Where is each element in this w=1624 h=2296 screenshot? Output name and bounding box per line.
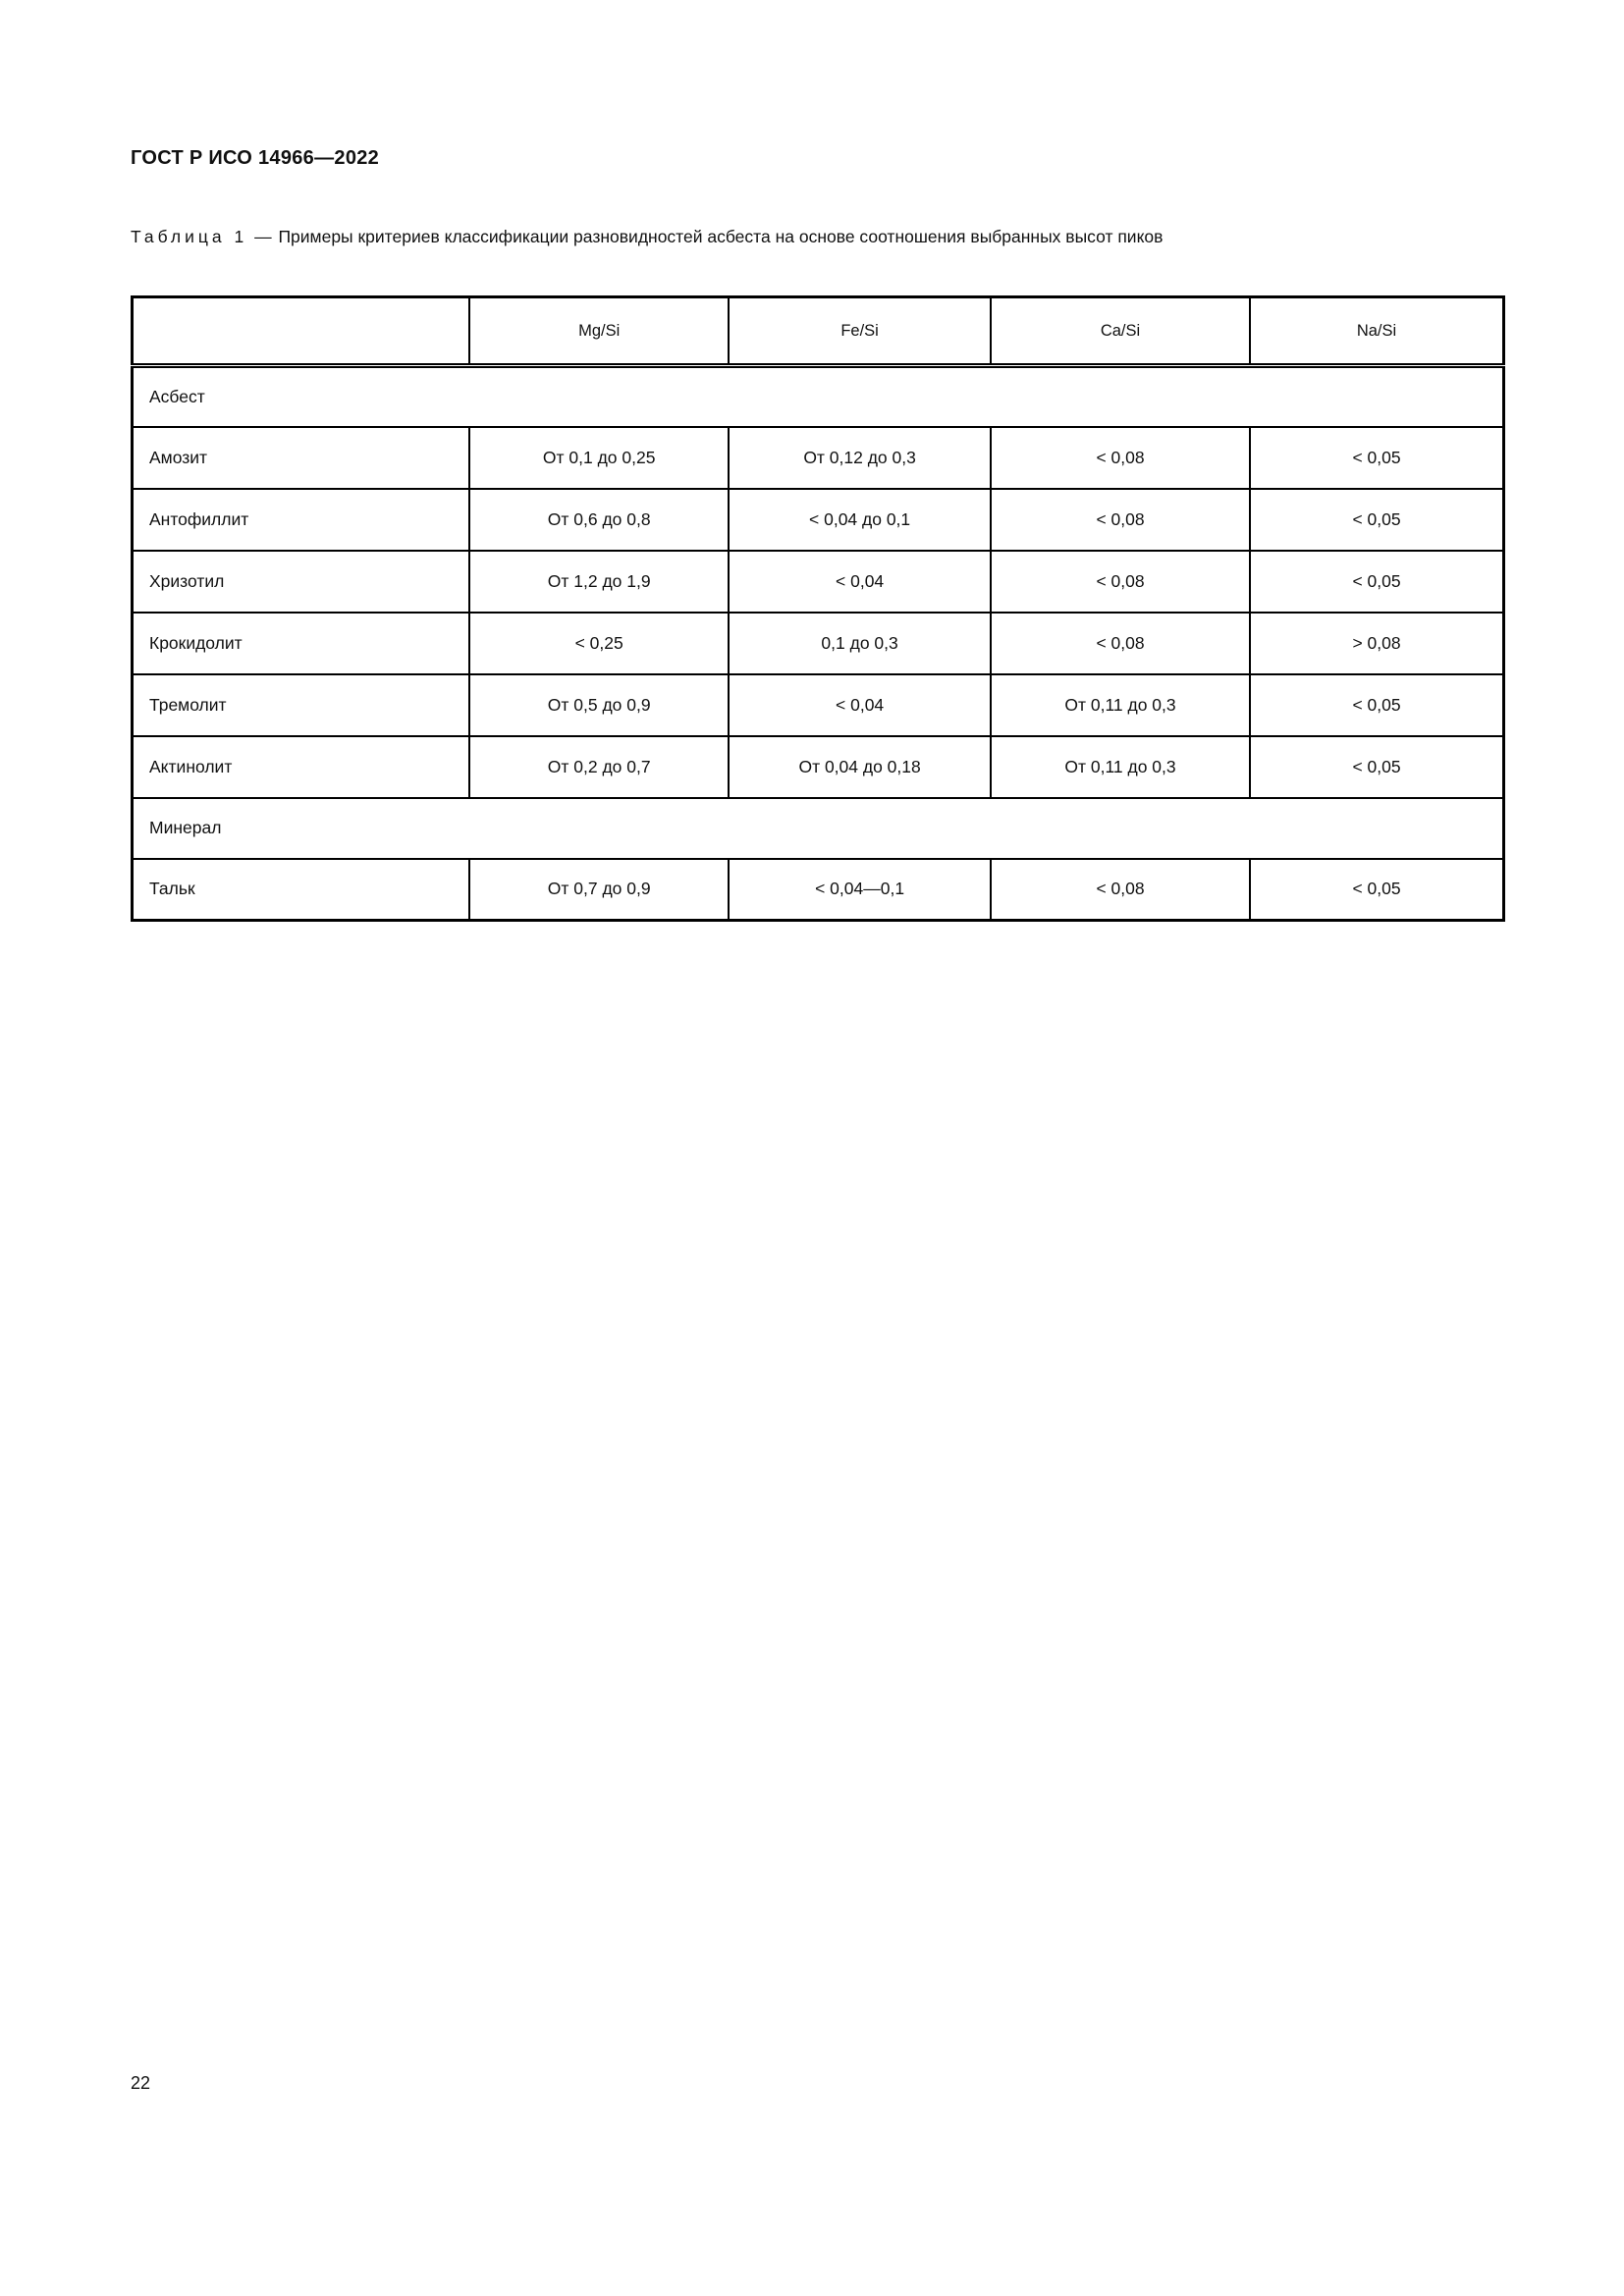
ratio-value: < 0,05 <box>1249 549 1505 614</box>
ratio-value: < 0,08 <box>989 857 1252 922</box>
column-header-mg-si: Mg/Si <box>468 295 731 368</box>
ratio-value: < 0,04—0,1 <box>728 857 992 922</box>
table-row: Тальк От 0,7 до 0,9 < 0,04—0,1 < 0,08 < 0,05 <box>131 857 1505 922</box>
table-header: Mg/Si Fe/Si Ca/Si Na/Si <box>131 295 1505 368</box>
table-row: Тремолит От 0,5 до 0,9 < 0,04 От 0,11 до 0,… <box>131 672 1505 737</box>
mineral-name: Амозит <box>131 425 471 490</box>
column-header-na-si: Na/Si <box>1249 295 1505 368</box>
document-title: ГОСТ Р ИСО 14966—2022 <box>131 147 380 169</box>
ratio-value: От 0,12 до 0,3 <box>728 425 992 490</box>
ratio-value: От 0,5 до 0,9 <box>468 672 731 737</box>
ratio-value: < 0,05 <box>1249 425 1505 490</box>
column-header-fe-si: Fe/Si <box>728 295 992 368</box>
section-row: Минерал <box>131 796 1505 860</box>
mineral-name: Хризотил <box>131 549 471 614</box>
table-caption-text: Примеры критериев классификации разновид… <box>278 227 1164 246</box>
mineral-name: Актинолит <box>131 734 471 799</box>
ratio-value: < 0,08 <box>989 611 1252 675</box>
table-caption: Таблица 1 — Примеры критериев классифика… <box>131 222 1505 251</box>
ratio-value: > 0,08 <box>1249 611 1505 675</box>
table-row: Актинолит От 0,2 до 0,7 От 0,04 до 0,18 От … <box>131 734 1505 799</box>
table-row: Хризотил От 1,2 до 1,9 < 0,04 < 0,08 < 0,05 <box>131 549 1505 614</box>
section-title: Асбест <box>131 364 1505 428</box>
table-body: Асбест Амозит От 0,1 до 0,25 От 0,12 до 0,3… <box>131 364 1505 922</box>
mineral-name: Тальк <box>131 857 471 922</box>
ratio-value: < 0,08 <box>989 549 1252 614</box>
ratio-value: 0,1 до 0,3 <box>728 611 992 675</box>
mineral-name: Тремолит <box>131 672 471 737</box>
page-number: 22 <box>131 2073 151 2093</box>
column-header-ca-si: Ca/Si <box>989 295 1252 368</box>
ratio-value: < 0,04 <box>728 549 992 614</box>
classification-table: Mg/Si Fe/Si Ca/Si Na/Si Асбест Амозит От 0… <box>131 295 1505 922</box>
ratio-value: < 0,25 <box>468 611 731 675</box>
table-row: Крокидолит < 0,25 0,1 до 0,3 < 0,08 > 0,08 <box>131 611 1505 675</box>
ratio-value: От 0,1 до 0,25 <box>468 425 731 490</box>
mineral-name: Крокидолит <box>131 611 471 675</box>
ratio-value: От 0,6 до 0,8 <box>468 487 731 552</box>
ratio-value: < 0,04 <box>728 672 992 737</box>
section-row: Асбест <box>131 364 1505 428</box>
section-title: Минерал <box>131 796 1505 860</box>
column-header-empty <box>131 295 471 368</box>
ratio-value: От 1,2 до 1,9 <box>468 549 731 614</box>
table-header-row: Mg/Si Fe/Si Ca/Si Na/Si <box>131 295 1505 368</box>
ratio-value: < 0,05 <box>1249 734 1505 799</box>
table-row: Амозит От 0,1 до 0,25 От 0,12 до 0,3 < 0,08… <box>131 425 1505 490</box>
ratio-value: < 0,05 <box>1249 487 1505 552</box>
ratio-value: < 0,08 <box>989 425 1252 490</box>
ratio-value: От 0,2 до 0,7 <box>468 734 731 799</box>
ratio-value: От 0,04 до 0,18 <box>728 734 992 799</box>
ratio-value: От 0,11 до 0,3 <box>989 734 1252 799</box>
ratio-value: < 0,05 <box>1249 672 1505 737</box>
ratio-value: < 0,05 <box>1249 857 1505 922</box>
table-caption-label: Таблица 1 <box>131 227 248 246</box>
table-row: Антофиллит От 0,6 до 0,8 < 0,04 до 0,1 < 0,… <box>131 487 1505 552</box>
mineral-name: Антофиллит <box>131 487 471 552</box>
table-caption-separator: — <box>254 227 272 246</box>
ratio-value: От 0,11 до 0,3 <box>989 672 1252 737</box>
ratio-value: От 0,7 до 0,9 <box>468 857 731 922</box>
ratio-value: < 0,08 <box>989 487 1252 552</box>
ratio-value: < 0,04 до 0,1 <box>728 487 992 552</box>
